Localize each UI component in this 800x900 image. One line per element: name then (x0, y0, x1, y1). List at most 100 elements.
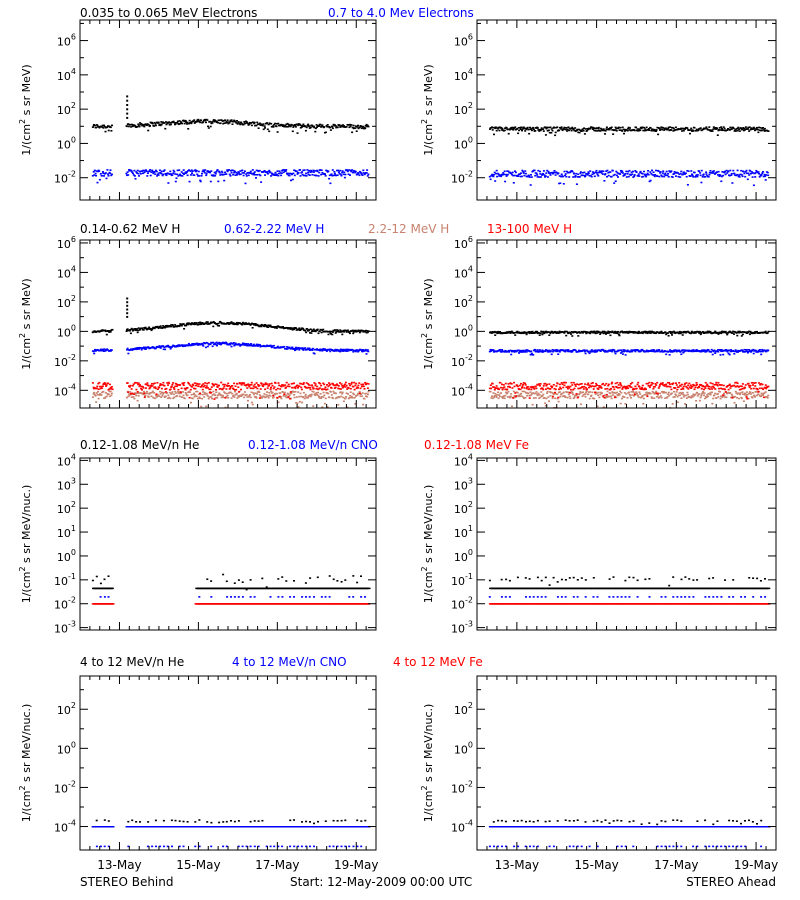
data-point (585, 332, 588, 335)
data-point (357, 124, 359, 127)
data-point (246, 396, 249, 398)
data-point (566, 391, 569, 394)
data-point (337, 169, 340, 172)
data-point (308, 169, 311, 172)
data-point (601, 392, 604, 394)
data-point (160, 170, 163, 173)
data-point (359, 387, 362, 390)
data-point (604, 349, 607, 352)
data-point (229, 343, 232, 346)
data-point (671, 332, 674, 334)
data-point (240, 395, 242, 397)
data-point (126, 116, 129, 119)
data-point (686, 184, 689, 186)
data-point (695, 349, 698, 351)
data-point (203, 171, 206, 174)
data-point (156, 326, 159, 328)
data-point (659, 331, 662, 333)
data-point (512, 390, 515, 393)
data-point (507, 390, 510, 393)
data-point (158, 124, 161, 126)
data-point (182, 384, 185, 386)
data-point (664, 172, 667, 175)
data-point (726, 349, 729, 352)
data-point (266, 383, 269, 385)
data-point (512, 182, 515, 184)
data-point (617, 127, 620, 130)
data-point (137, 172, 140, 175)
data-point (333, 349, 336, 352)
data-point (613, 388, 616, 391)
data-point (545, 172, 548, 174)
data-point (142, 172, 144, 175)
data-point (300, 386, 303, 389)
data-point (186, 123, 188, 125)
data-point (182, 391, 184, 393)
data-point (322, 328, 325, 331)
data-point (357, 172, 360, 175)
data-point (301, 348, 304, 350)
data-point (607, 332, 610, 334)
data-point (641, 176, 644, 178)
data-point (333, 384, 336, 387)
data-point (749, 170, 752, 172)
data-point (694, 393, 697, 396)
data-point (669, 349, 672, 351)
data-point (504, 350, 507, 352)
data-point (591, 171, 594, 173)
data-point (189, 384, 192, 386)
data-point (726, 392, 728, 395)
data-point (544, 350, 546, 353)
data-point (223, 385, 226, 388)
data-point (126, 301, 129, 304)
data-point (503, 173, 505, 176)
data-point (291, 346, 294, 349)
data-point (129, 332, 132, 335)
data-point (141, 385, 144, 388)
data-point (574, 349, 577, 352)
data-point (254, 392, 257, 394)
data-point (133, 175, 136, 177)
data-point (213, 343, 216, 346)
data-point (618, 333, 620, 336)
data-point (522, 126, 525, 129)
data-point (148, 326, 151, 329)
data-point (200, 385, 203, 388)
data-point (518, 388, 521, 391)
data-point (243, 382, 246, 384)
data-point (556, 349, 559, 351)
data-point (566, 387, 569, 390)
data-point (546, 383, 548, 386)
data-point (676, 395, 679, 398)
data-point (103, 397, 106, 399)
data-point (216, 386, 219, 388)
data-point (255, 382, 258, 384)
data-point (523, 387, 526, 389)
data-point (489, 390, 492, 393)
data-point (286, 122, 289, 125)
data-point (750, 331, 752, 334)
data-point (709, 170, 712, 172)
data-point (347, 349, 350, 352)
data-point (695, 400, 698, 402)
data-point (490, 350, 493, 352)
data-point (257, 127, 260, 129)
data-point (96, 124, 99, 127)
data-point (564, 350, 567, 353)
data-point (696, 174, 699, 176)
data-point (199, 393, 202, 396)
data-point (645, 129, 648, 132)
data-point (125, 125, 128, 128)
data-point (621, 388, 624, 390)
data-point (126, 382, 129, 384)
data-point (162, 325, 165, 327)
data-point (702, 331, 705, 333)
data-point (617, 394, 620, 397)
data-point (654, 332, 657, 335)
data-point (758, 172, 761, 175)
series-black (91, 297, 370, 336)
data-point (699, 333, 702, 336)
data-point (508, 128, 511, 131)
data-point (589, 391, 592, 393)
data-point (621, 126, 624, 129)
